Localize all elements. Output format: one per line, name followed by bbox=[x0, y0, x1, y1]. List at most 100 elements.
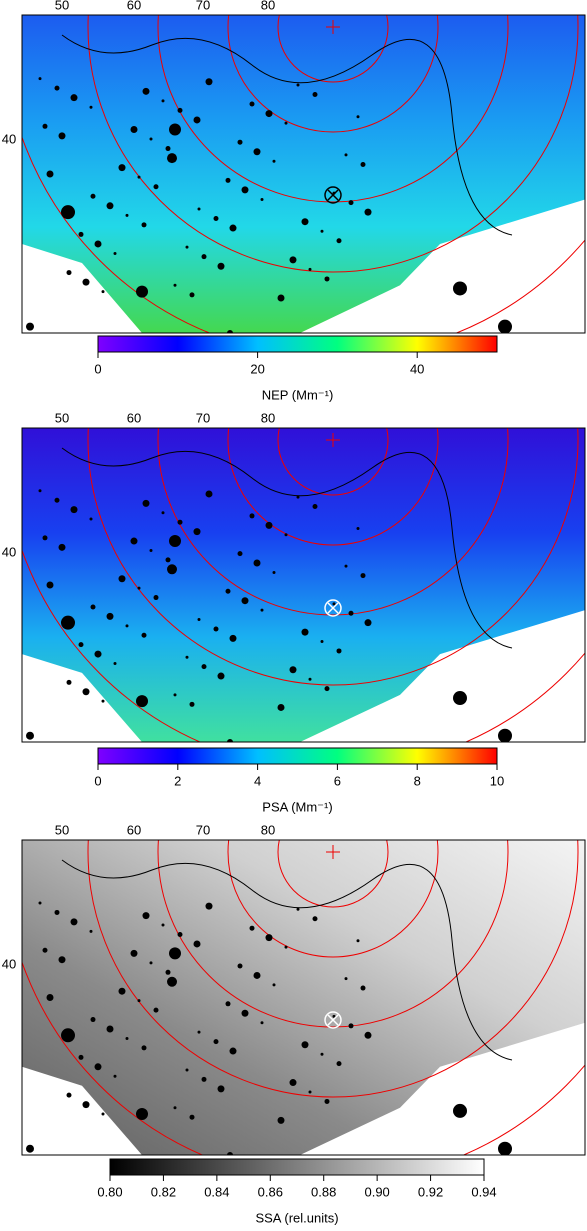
lon-label: 70 bbox=[196, 822, 210, 837]
site bbox=[101, 699, 105, 703]
site bbox=[356, 115, 360, 119]
site bbox=[173, 1106, 177, 1110]
site bbox=[149, 137, 153, 141]
site bbox=[364, 619, 372, 627]
latitude-circle bbox=[87, 15, 579, 273]
site bbox=[217, 672, 225, 680]
site bbox=[38, 77, 42, 81]
site bbox=[289, 1079, 297, 1087]
site bbox=[260, 1021, 264, 1025]
site bbox=[42, 123, 48, 129]
site bbox=[161, 923, 165, 927]
site bbox=[193, 116, 201, 124]
lat-label: 40 bbox=[2, 544, 16, 559]
coastline bbox=[61, 859, 513, 1061]
site bbox=[101, 1112, 105, 1116]
site bbox=[289, 256, 297, 264]
coastline bbox=[61, 34, 513, 236]
site bbox=[498, 319, 512, 333]
site bbox=[173, 693, 177, 697]
site bbox=[229, 634, 237, 642]
site bbox=[153, 595, 159, 601]
site bbox=[90, 604, 96, 610]
site bbox=[324, 1098, 330, 1104]
site bbox=[185, 1068, 189, 1072]
site bbox=[141, 222, 147, 228]
site bbox=[70, 918, 78, 926]
site bbox=[217, 262, 225, 270]
site bbox=[272, 570, 276, 574]
site bbox=[360, 985, 366, 991]
site bbox=[498, 1141, 512, 1155]
site bbox=[348, 1023, 354, 1029]
site bbox=[189, 701, 195, 707]
station-marker bbox=[324, 186, 342, 204]
site bbox=[356, 939, 360, 943]
latitude-circle bbox=[157, 428, 509, 616]
colorbar-tick-label: 8 bbox=[414, 773, 421, 788]
site bbox=[185, 655, 189, 659]
site bbox=[137, 999, 141, 1003]
site bbox=[82, 688, 90, 696]
site bbox=[241, 186, 249, 194]
site bbox=[324, 276, 330, 282]
lon-label: 60 bbox=[127, 822, 141, 837]
site bbox=[249, 101, 255, 107]
site bbox=[137, 175, 141, 179]
no-data bbox=[22, 199, 585, 333]
lat-label: 40 bbox=[2, 131, 16, 146]
latitude-circle bbox=[87, 840, 579, 1098]
site bbox=[364, 208, 372, 216]
site bbox=[141, 1045, 147, 1051]
site bbox=[169, 535, 181, 548]
site bbox=[106, 202, 114, 210]
site bbox=[42, 535, 48, 541]
site bbox=[169, 123, 181, 136]
lon-label: 80 bbox=[261, 410, 275, 425]
site bbox=[78, 1054, 84, 1060]
site bbox=[193, 940, 201, 948]
site bbox=[227, 1152, 233, 1155]
latitude-circle bbox=[227, 428, 439, 546]
site bbox=[241, 597, 249, 605]
site bbox=[38, 489, 42, 493]
site bbox=[308, 1090, 312, 1094]
map bbox=[22, 840, 585, 1155]
site bbox=[336, 1061, 342, 1067]
site bbox=[106, 1025, 114, 1033]
site bbox=[54, 909, 60, 915]
site bbox=[320, 640, 324, 644]
site bbox=[284, 945, 288, 949]
site bbox=[205, 78, 213, 86]
site bbox=[312, 92, 318, 97]
site bbox=[149, 548, 153, 552]
site bbox=[308, 677, 312, 681]
site bbox=[237, 139, 243, 145]
colorbar bbox=[97, 747, 498, 765]
map bbox=[22, 428, 585, 742]
site bbox=[58, 543, 66, 551]
latitude-circle bbox=[277, 840, 389, 908]
pole bbox=[326, 20, 340, 34]
map-frame bbox=[21, 14, 586, 334]
site bbox=[364, 1031, 372, 1039]
lon-label: 80 bbox=[261, 822, 275, 837]
site bbox=[90, 193, 96, 199]
site bbox=[344, 564, 348, 568]
site bbox=[125, 213, 129, 217]
site bbox=[113, 252, 117, 255]
colorbar-tick-label: 0.80 bbox=[97, 1184, 122, 1199]
site bbox=[106, 612, 114, 620]
site bbox=[272, 159, 276, 163]
map-frame bbox=[21, 427, 586, 743]
panel: 50 60 70 80 40 0.80 0.82 0.84 0.86 0.88 0.90 0.92 0.… bbox=[2, 822, 586, 1225]
lon-label: 60 bbox=[127, 0, 141, 12]
site bbox=[296, 907, 300, 911]
site bbox=[284, 533, 288, 537]
lon-label: 70 bbox=[196, 0, 210, 12]
site bbox=[348, 200, 354, 206]
site bbox=[213, 216, 219, 222]
site bbox=[137, 586, 141, 590]
site bbox=[227, 330, 233, 333]
